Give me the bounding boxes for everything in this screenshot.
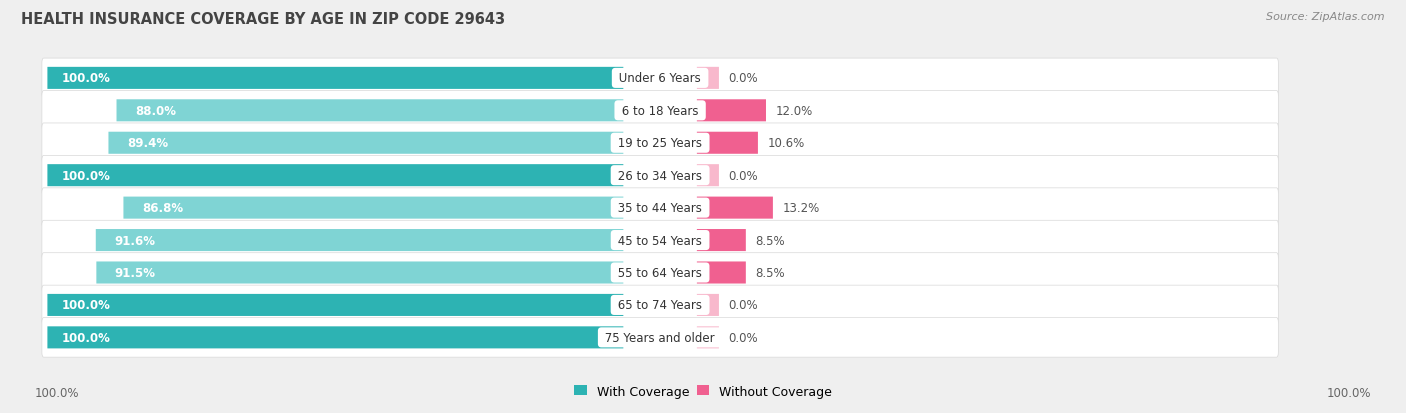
FancyBboxPatch shape [48, 165, 623, 187]
Text: 65 to 74 Years: 65 to 74 Years [614, 299, 706, 312]
FancyBboxPatch shape [42, 123, 1278, 163]
FancyBboxPatch shape [124, 197, 623, 219]
FancyBboxPatch shape [42, 285, 1278, 325]
Text: 19 to 25 Years: 19 to 25 Years [614, 137, 706, 150]
Text: 91.5%: 91.5% [115, 266, 156, 279]
FancyBboxPatch shape [697, 68, 718, 90]
Text: 0.0%: 0.0% [728, 72, 758, 85]
Text: 0.0%: 0.0% [728, 299, 758, 312]
Text: 55 to 64 Years: 55 to 64 Years [614, 266, 706, 279]
Text: 75 Years and older: 75 Years and older [602, 331, 718, 344]
Text: 13.2%: 13.2% [783, 202, 820, 215]
Text: 8.5%: 8.5% [755, 234, 786, 247]
FancyBboxPatch shape [42, 318, 1278, 357]
Text: 100.0%: 100.0% [62, 299, 111, 312]
FancyBboxPatch shape [48, 68, 623, 90]
Text: 89.4%: 89.4% [127, 137, 167, 150]
Text: HEALTH INSURANCE COVERAGE BY AGE IN ZIP CODE 29643: HEALTH INSURANCE COVERAGE BY AGE IN ZIP … [21, 12, 505, 27]
FancyBboxPatch shape [697, 327, 718, 349]
FancyBboxPatch shape [48, 294, 623, 316]
FancyBboxPatch shape [117, 100, 623, 122]
Text: 100.0%: 100.0% [62, 169, 111, 182]
Legend: With Coverage, Without Coverage: With Coverage, Without Coverage [569, 380, 837, 403]
Text: 100.0%: 100.0% [62, 331, 111, 344]
Text: 12.0%: 12.0% [776, 104, 813, 118]
FancyBboxPatch shape [97, 262, 623, 284]
FancyBboxPatch shape [697, 294, 718, 316]
FancyBboxPatch shape [108, 133, 623, 154]
Text: 10.6%: 10.6% [768, 137, 806, 150]
Text: 35 to 44 Years: 35 to 44 Years [614, 202, 706, 215]
FancyBboxPatch shape [42, 91, 1278, 131]
Text: 26 to 34 Years: 26 to 34 Years [614, 169, 706, 182]
FancyBboxPatch shape [697, 100, 766, 122]
FancyBboxPatch shape [42, 188, 1278, 228]
Text: 8.5%: 8.5% [755, 266, 786, 279]
Text: Under 6 Years: Under 6 Years [616, 72, 704, 85]
Text: 0.0%: 0.0% [728, 169, 758, 182]
FancyBboxPatch shape [42, 59, 1278, 98]
FancyBboxPatch shape [697, 165, 718, 187]
Text: 88.0%: 88.0% [135, 104, 176, 118]
FancyBboxPatch shape [42, 221, 1278, 260]
FancyBboxPatch shape [42, 253, 1278, 292]
Text: Source: ZipAtlas.com: Source: ZipAtlas.com [1267, 12, 1385, 22]
FancyBboxPatch shape [697, 262, 745, 284]
Text: 100.0%: 100.0% [62, 72, 111, 85]
Text: 86.8%: 86.8% [142, 202, 183, 215]
Text: 0.0%: 0.0% [728, 331, 758, 344]
FancyBboxPatch shape [697, 197, 773, 219]
Text: 45 to 54 Years: 45 to 54 Years [614, 234, 706, 247]
Text: 100.0%: 100.0% [35, 386, 80, 399]
FancyBboxPatch shape [697, 133, 758, 154]
Text: 100.0%: 100.0% [1326, 386, 1371, 399]
FancyBboxPatch shape [48, 327, 623, 349]
Text: 91.6%: 91.6% [114, 234, 155, 247]
FancyBboxPatch shape [42, 156, 1278, 195]
Text: 6 to 18 Years: 6 to 18 Years [619, 104, 702, 118]
FancyBboxPatch shape [96, 230, 623, 252]
FancyBboxPatch shape [697, 230, 745, 252]
